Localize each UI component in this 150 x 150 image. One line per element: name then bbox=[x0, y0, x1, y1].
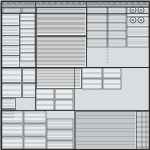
Bar bbox=[103, 79, 121, 89]
Bar bbox=[55, 100, 73, 110]
Bar bbox=[21, 2, 25, 4]
Bar bbox=[108, 39, 126, 47]
Bar bbox=[33, 2, 37, 4]
Bar bbox=[1, 25, 19, 35]
Bar bbox=[44, 2, 49, 4]
Bar bbox=[1, 7, 149, 13]
Bar bbox=[47, 141, 73, 150]
Bar bbox=[50, 2, 55, 4]
Circle shape bbox=[132, 9, 134, 11]
Bar bbox=[82, 8, 92, 12]
Bar bbox=[1, 68, 21, 82]
Bar bbox=[86, 2, 90, 4]
Bar bbox=[74, 2, 78, 4]
Bar bbox=[108, 7, 126, 15]
Bar bbox=[56, 2, 61, 4]
Bar bbox=[36, 36, 86, 67]
Bar bbox=[87, 7, 107, 15]
Bar bbox=[3, 8, 21, 12]
Bar bbox=[1, 1, 149, 8]
Bar bbox=[1, 35, 19, 45]
Bar bbox=[36, 100, 54, 110]
Bar bbox=[39, 2, 43, 4]
Bar bbox=[24, 111, 46, 123]
Bar bbox=[36, 89, 54, 99]
Bar bbox=[136, 111, 149, 149]
Bar bbox=[36, 68, 81, 88]
Bar bbox=[87, 15, 107, 23]
Circle shape bbox=[140, 9, 142, 11]
Bar bbox=[108, 15, 126, 23]
Bar bbox=[87, 31, 107, 39]
Bar bbox=[92, 2, 96, 4]
Bar bbox=[60, 8, 80, 12]
Bar bbox=[94, 8, 104, 12]
Circle shape bbox=[132, 19, 134, 21]
Bar bbox=[68, 2, 73, 4]
Bar bbox=[1, 98, 15, 108]
Bar bbox=[24, 137, 46, 149]
Bar bbox=[24, 124, 46, 136]
Bar bbox=[80, 2, 84, 4]
Bar bbox=[127, 17, 149, 27]
Bar bbox=[82, 68, 102, 78]
Bar bbox=[22, 83, 36, 97]
Bar bbox=[104, 2, 108, 4]
Bar bbox=[9, 2, 13, 4]
Bar bbox=[121, 2, 126, 4]
Bar bbox=[82, 79, 102, 89]
Bar bbox=[3, 2, 8, 4]
Bar bbox=[55, 89, 73, 99]
Bar bbox=[103, 68, 121, 78]
Circle shape bbox=[138, 17, 144, 23]
Bar bbox=[20, 21, 35, 29]
Bar bbox=[108, 31, 126, 39]
Bar bbox=[20, 29, 35, 37]
Bar bbox=[75, 111, 140, 149]
Bar bbox=[1, 109, 15, 119]
Bar bbox=[1, 45, 19, 55]
Bar bbox=[118, 8, 128, 12]
Circle shape bbox=[140, 19, 142, 21]
Circle shape bbox=[130, 17, 136, 23]
Circle shape bbox=[130, 7, 136, 13]
Bar bbox=[127, 37, 149, 47]
Bar bbox=[36, 7, 86, 35]
Bar bbox=[139, 2, 144, 4]
Bar bbox=[1, 83, 21, 97]
Bar bbox=[41, 8, 59, 12]
Bar bbox=[47, 119, 73, 129]
Bar bbox=[87, 39, 107, 47]
Bar bbox=[145, 2, 150, 4]
Bar bbox=[22, 68, 36, 82]
Bar bbox=[27, 2, 31, 4]
Bar bbox=[1, 124, 23, 136]
Bar bbox=[20, 45, 35, 53]
Bar bbox=[108, 23, 126, 31]
Bar bbox=[47, 130, 73, 140]
Bar bbox=[20, 13, 35, 21]
Bar bbox=[127, 7, 149, 17]
Bar bbox=[1, 55, 19, 67]
Bar bbox=[106, 8, 116, 12]
Bar bbox=[115, 2, 120, 4]
Bar bbox=[130, 8, 146, 12]
Bar bbox=[1, 13, 19, 25]
Bar bbox=[127, 27, 149, 37]
Bar bbox=[22, 8, 40, 12]
Bar bbox=[20, 53, 35, 61]
Circle shape bbox=[138, 7, 144, 13]
Bar bbox=[20, 37, 35, 45]
Bar bbox=[87, 23, 107, 31]
Bar bbox=[110, 2, 114, 4]
Bar bbox=[127, 2, 132, 4]
Bar bbox=[133, 2, 138, 4]
Bar bbox=[15, 2, 19, 4]
Bar bbox=[1, 111, 23, 123]
Bar bbox=[98, 2, 102, 4]
Bar bbox=[1, 137, 23, 149]
Bar bbox=[62, 2, 67, 4]
